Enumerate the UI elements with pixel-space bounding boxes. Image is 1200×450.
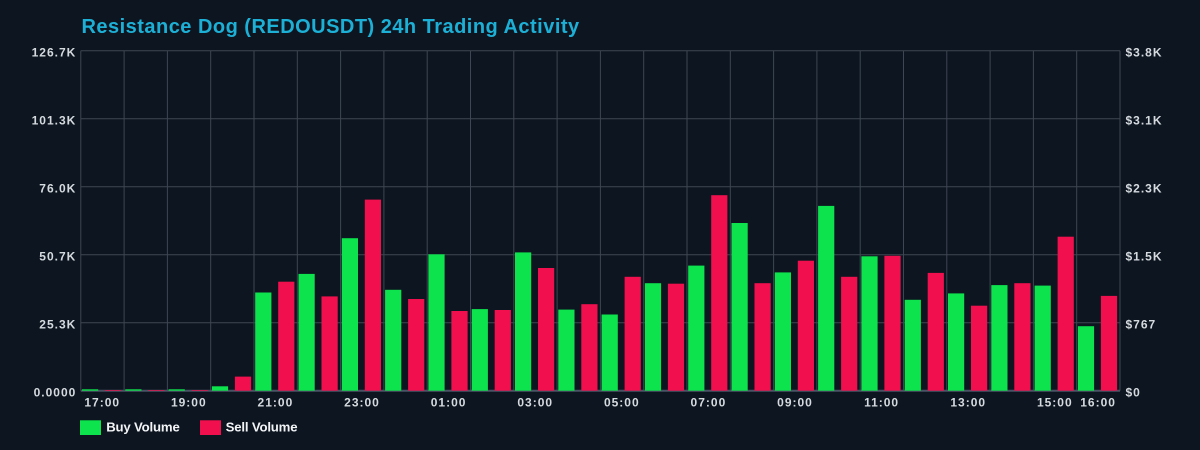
svg-text:$2.3K: $2.3K	[1126, 181, 1163, 195]
svg-text:$0: $0	[1126, 385, 1141, 399]
svg-text:07:00: 07:00	[691, 396, 727, 410]
svg-text:23:00: 23:00	[344, 396, 380, 410]
svg-text:11:00: 11:00	[864, 396, 899, 410]
svg-text:$3.8K: $3.8K	[1126, 45, 1163, 59]
svg-text:17:00: 17:00	[84, 396, 120, 410]
svg-text:126.7K: 126.7K	[32, 45, 77, 59]
svg-text:Buy Volume: Buy Volume	[106, 419, 179, 434]
svg-text:05:00: 05:00	[604, 396, 640, 410]
svg-text:Resistance Dog (REDOUSDT) 24h: Resistance Dog (REDOUSDT) 24h Trading Ac…	[82, 16, 580, 38]
svg-text:0.0000: 0.0000	[34, 385, 77, 399]
svg-text:76.0K: 76.0K	[39, 181, 76, 195]
svg-text:13:00: 13:00	[950, 396, 986, 410]
svg-text:25.3K: 25.3K	[39, 317, 76, 331]
svg-text:Sell Volume: Sell Volume	[226, 419, 298, 434]
svg-text:09:00: 09:00	[777, 396, 813, 410]
svg-text:21:00: 21:00	[258, 396, 294, 410]
svg-text:03:00: 03:00	[517, 396, 553, 410]
svg-text:16:00: 16:00	[1080, 396, 1116, 410]
svg-text:101.3K: 101.3K	[32, 113, 77, 127]
svg-text:50.7K: 50.7K	[39, 249, 76, 263]
svg-text:$3.1K: $3.1K	[1126, 113, 1163, 127]
svg-text:$767: $767	[1126, 317, 1157, 331]
svg-text:$1.5K: $1.5K	[1126, 249, 1163, 263]
svg-text:15:00: 15:00	[1037, 396, 1073, 410]
svg-text:19:00: 19:00	[171, 396, 207, 410]
svg-text:01:00: 01:00	[431, 396, 467, 410]
